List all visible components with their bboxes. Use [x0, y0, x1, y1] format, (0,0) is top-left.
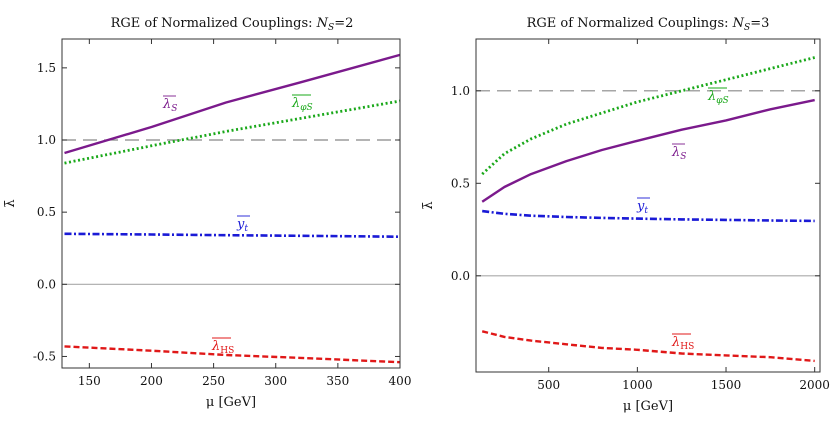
series-label-s: λS: [162, 97, 177, 114]
x-tick-label: 150: [78, 374, 101, 388]
y-tick-label: 0.0: [451, 269, 470, 283]
y-axis-label: λ̄: [3, 199, 18, 207]
series-line-φs: [481, 56, 816, 176]
series-line-hs: [481, 330, 815, 363]
series-line-φs: [64, 99, 401, 165]
x-tick-label: 1500: [711, 378, 742, 392]
series-label-t: yt: [236, 217, 248, 234]
y-tick-label: -0.5: [33, 349, 56, 363]
plot-frame: [61, 38, 401, 369]
x-tick-label: 2000: [799, 378, 830, 392]
chart-panel-ns2: RGE of Normalized Couplings: NS=2 λS λφS yt…: [3, 16, 411, 410]
y-tick-label: 1.0: [451, 84, 470, 98]
series-label-φs: λφS: [291, 96, 313, 113]
series-label-hs: λHS: [211, 339, 234, 356]
y-tick-label: 0.5: [451, 176, 470, 190]
x-tick-label: 500: [537, 378, 560, 392]
series-line-t: [482, 209, 815, 223]
y-tick-label: 0.0: [37, 277, 56, 291]
series-line-t: [64, 232, 401, 238]
series-line-hs: [64, 345, 401, 364]
x-tick-label: 350: [326, 374, 349, 388]
series-line-s: [64, 53, 401, 155]
series-label-s: λS: [671, 145, 686, 162]
series-label-t: yt: [636, 199, 648, 216]
x-axis-label: μ [GeV]: [206, 395, 256, 410]
y-tick-label: 1.5: [37, 61, 56, 75]
x-axis-label: μ [GeV]: [623, 399, 673, 414]
chart-title: RGE of Normalized Couplings: NS=3: [527, 16, 770, 33]
series-label-φs: λφS: [707, 89, 729, 106]
chart-panel-ns3: RGE of Normalized Couplings: NS=3 λφS λS yt…: [421, 16, 830, 414]
chart-title: RGE of Normalized Couplings: NS=2: [111, 16, 354, 33]
x-tick-label: 1000: [622, 378, 653, 392]
series-line-s: [481, 98, 815, 203]
x-tick-label: 200: [140, 374, 163, 388]
y-tick-label: 0.5: [37, 205, 56, 219]
x-tick-label: 300: [264, 374, 287, 388]
y-tick-label: 1.0: [37, 133, 56, 147]
x-tick-label: 250: [202, 374, 225, 388]
series-label-hs: λHS: [671, 335, 694, 352]
y-axis-label: λ̄: [421, 201, 436, 209]
x-tick-label: 400: [389, 374, 412, 388]
plot-frame: [475, 38, 821, 373]
